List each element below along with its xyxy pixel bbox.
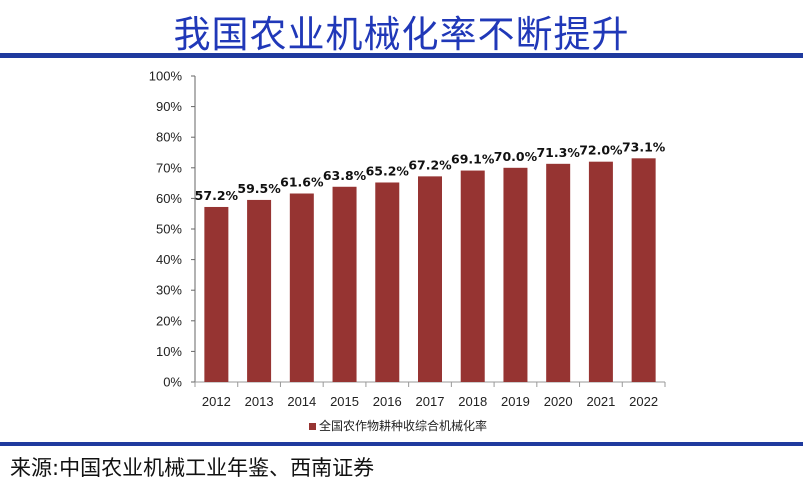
data-label: 71.3% bbox=[536, 145, 580, 160]
bar-2013 bbox=[247, 199, 272, 382]
data-label: 65.2% bbox=[366, 163, 410, 178]
data-label: 70.0% bbox=[494, 149, 538, 164]
data-label: 61.6% bbox=[280, 175, 324, 190]
bar-2012 bbox=[204, 206, 229, 382]
x-tick-label: 2013 bbox=[245, 394, 274, 409]
y-tick-label: 30% bbox=[156, 283, 182, 298]
x-tick-label: 2021 bbox=[586, 394, 615, 409]
x-tick-label: 2020 bbox=[544, 394, 573, 409]
bar-2017 bbox=[418, 176, 442, 382]
x-tick-label: 2014 bbox=[287, 394, 316, 409]
x-tick-label: 2018 bbox=[458, 394, 487, 409]
y-tick-label: 20% bbox=[156, 313, 182, 328]
legend-swatch bbox=[309, 423, 316, 430]
bar-2022 bbox=[631, 158, 656, 382]
data-label: 67.2% bbox=[408, 157, 452, 172]
y-tick-label: 70% bbox=[156, 160, 182, 175]
data-label: 69.1% bbox=[451, 152, 495, 167]
data-label: 57.2% bbox=[195, 188, 239, 203]
y-tick-label: 80% bbox=[156, 130, 182, 145]
bar-chart: 0% 10% 20% 30% 40% 50% 60% 70% 80% 90% 100% 57.2% 20… bbox=[149, 69, 666, 434]
bar-2020 bbox=[546, 163, 571, 382]
bar-2014 bbox=[289, 193, 314, 382]
footer-divider bbox=[0, 442, 803, 446]
y-tick-label: 60% bbox=[156, 191, 182, 206]
title-divider bbox=[0, 53, 803, 58]
y-tick-label: 40% bbox=[156, 252, 182, 267]
y-tick-label: 50% bbox=[156, 222, 182, 237]
x-tick-label: 2015 bbox=[330, 394, 359, 409]
x-tick-label: 2022 bbox=[629, 394, 658, 409]
y-tick-label: 0% bbox=[163, 375, 182, 390]
data-label: 72.0% bbox=[579, 143, 623, 158]
legend-label: 全国农作物耕种收综合机械化率 bbox=[319, 418, 487, 433]
y-tick-label: 90% bbox=[156, 99, 182, 114]
x-tick-label: 2019 bbox=[501, 394, 530, 409]
page-title: 我国农业机械化率不断提升 bbox=[173, 13, 630, 56]
bar-2021 bbox=[588, 161, 613, 382]
source-note: 来源:中国农业机械工业年鉴、西南证券 bbox=[10, 456, 375, 480]
data-label: 63.8% bbox=[323, 168, 367, 183]
bar-2015 bbox=[332, 186, 357, 382]
bar-2018 bbox=[460, 170, 485, 382]
y-tick-label: 100% bbox=[149, 69, 183, 84]
x-tick-label: 2016 bbox=[373, 394, 402, 409]
x-tick-label: 2012 bbox=[202, 394, 231, 409]
data-label: 73.1% bbox=[622, 139, 666, 154]
y-tick-label: 10% bbox=[156, 344, 182, 359]
x-tick-label: 2017 bbox=[416, 394, 445, 409]
bar-2016 bbox=[375, 182, 400, 382]
bar-2019 bbox=[503, 167, 528, 382]
data-label: 59.5% bbox=[237, 181, 281, 196]
